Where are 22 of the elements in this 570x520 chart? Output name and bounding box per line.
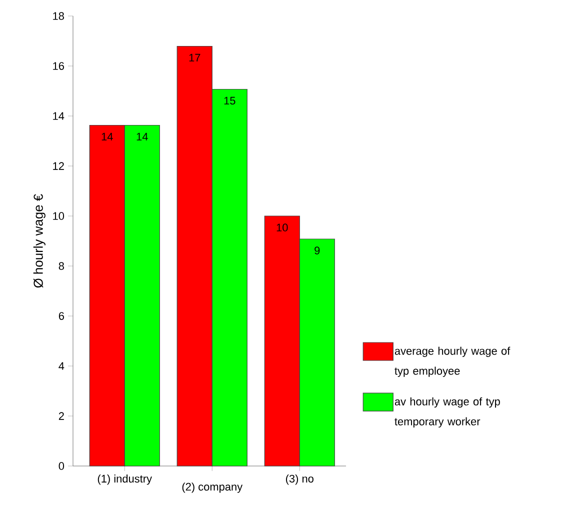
y-tick-label: 6	[58, 312, 64, 320]
legend-label: av hourly wage of typ temporary worker	[394, 397, 500, 428]
data-label: 17	[189, 54, 200, 62]
data-label: 9	[314, 246, 320, 254]
y-tick-label: 8	[58, 262, 64, 270]
x-tick-label: (2) company	[182, 482, 243, 493]
y-tick-label: 2	[58, 412, 64, 420]
data-label: 14	[102, 132, 113, 140]
y-tick-label: 12	[53, 162, 64, 170]
x-tick-label: (1) industry	[98, 474, 152, 485]
y-tick-label: 10	[53, 212, 64, 220]
y-tick-label: 16	[53, 62, 64, 70]
legend-label: average hourly wage of typ employee	[394, 346, 510, 377]
data-label: 14	[136, 132, 148, 140]
y-axis-title: Ø hourly wage €	[33, 194, 46, 288]
y-tick-label: 0	[58, 462, 64, 470]
y-tick-label: 14	[53, 112, 64, 120]
data-label: 10	[276, 224, 288, 232]
y-tick-label: 18	[53, 12, 64, 20]
x-tick-label: (3) no	[286, 474, 314, 485]
y-tick-label: 4	[58, 362, 64, 370]
data-label: 15	[224, 96, 236, 105]
